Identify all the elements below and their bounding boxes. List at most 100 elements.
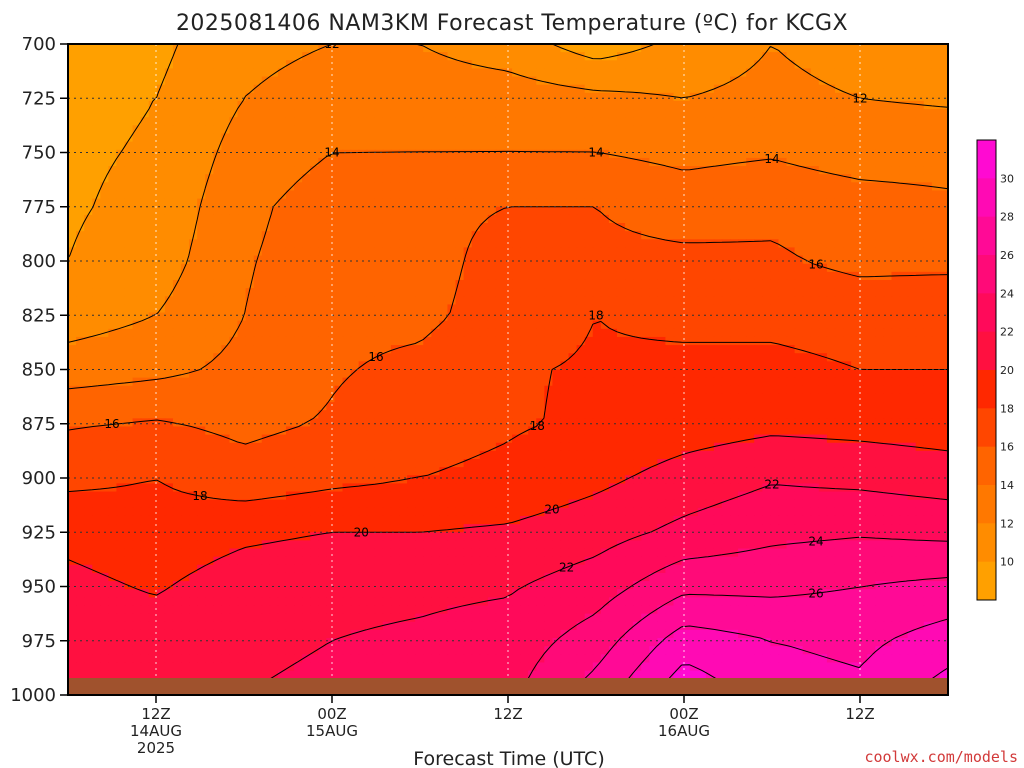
temperature-cell: [487, 377, 497, 387]
temperature-cell: [181, 263, 190, 273]
temperature-cell: [762, 271, 771, 281]
temperature-cell: [810, 60, 820, 70]
temperature-cell: [746, 279, 755, 289]
temperature-cell: [318, 68, 327, 78]
temperature-cell: [503, 402, 513, 411]
temperature-cell: [649, 288, 658, 297]
temperature-cell: [164, 100, 174, 110]
temperature-cell: [140, 271, 150, 281]
temperature-cell: [883, 312, 893, 322]
temperature-cell: [754, 117, 763, 126]
temperature-cell: [213, 84, 222, 94]
temperature-cell: [100, 84, 109, 94]
temperature-cell: [245, 312, 255, 322]
temperature-cell: [859, 84, 868, 94]
temperature-cell: [245, 190, 255, 200]
temperature-cell: [810, 320, 820, 330]
temperature-cell: [721, 402, 731, 411]
temperature-cell: [826, 336, 836, 346]
temperature-cell: [802, 279, 812, 289]
temperature-cell: [616, 100, 626, 110]
temperature-cell: [730, 312, 739, 322]
temperature-cell: [495, 263, 505, 273]
temperature-cell: [213, 393, 222, 403]
temperature-cell: [649, 182, 658, 192]
temperature-cell: [269, 44, 279, 53]
temperature-cell: [721, 410, 731, 419]
temperature-cell: [189, 223, 198, 232]
temperature-cell: [907, 304, 917, 314]
temperature-cell: [552, 353, 562, 362]
temperature-cell: [600, 247, 610, 257]
temperature-cell: [277, 393, 287, 403]
temperature-cell: [713, 320, 723, 330]
temperature-cell: [730, 304, 739, 314]
temperature-cell: [269, 279, 279, 289]
temperature-cell: [641, 402, 650, 411]
temperature-cell: [447, 393, 457, 403]
temperature-cell: [326, 166, 336, 175]
temperature-cell: [374, 44, 384, 53]
temperature-cell: [544, 271, 553, 281]
temperature-cell: [374, 304, 384, 314]
temperature-cell: [883, 125, 893, 135]
temperature-cell: [713, 369, 723, 379]
temperature-cell: [616, 304, 626, 314]
temperature-cell: [431, 133, 440, 143]
temperature-cell: [189, 336, 198, 346]
temperature-cell: [294, 393, 303, 403]
temperature-cell: [746, 84, 755, 94]
temperature-cell: [124, 312, 134, 322]
temperature-cell: [528, 109, 537, 118]
temperature-cell: [471, 312, 481, 322]
temperature-cell: [350, 52, 360, 61]
temperature-cell: [584, 100, 594, 110]
temperature-cell: [681, 312, 691, 322]
temperature-cell: [520, 92, 529, 102]
temperature-cell: [439, 296, 449, 305]
temperature-cell: [665, 100, 675, 110]
temperature-cell: [657, 166, 667, 175]
temperature-cell: [907, 182, 917, 192]
temperature-cell: [181, 157, 190, 167]
temperature-cell: [665, 133, 675, 143]
temperature-cell: [213, 125, 222, 135]
temperature-cell: [140, 304, 150, 314]
temperature-cell: [447, 149, 457, 159]
temperature-cell: [84, 393, 93, 403]
temperature-cell: [100, 410, 109, 419]
temperature-cell: [92, 255, 101, 265]
temperature-cell: [681, 377, 691, 387]
temperature-cell: [616, 198, 626, 208]
temperature-cell: [124, 328, 134, 338]
temperature-cell: [197, 76, 206, 86]
temperature-cell: [326, 247, 336, 257]
temperature-cell: [818, 263, 828, 273]
temperature-cell: [245, 109, 255, 118]
temperature-cell: [455, 100, 465, 110]
temperature-cell: [229, 377, 239, 387]
temperature-cell: [415, 182, 424, 192]
temperature-cell: [689, 109, 699, 118]
temperature-cell: [181, 141, 190, 151]
temperature-cell: [802, 336, 812, 346]
temperature-cell: [261, 312, 271, 322]
temperature-cell: [366, 304, 376, 314]
temperature-cell: [415, 312, 424, 322]
temperature-cell: [851, 214, 860, 224]
temperature-cell: [172, 345, 182, 354]
temperature-cell: [697, 206, 707, 216]
temperature-cell: [285, 133, 295, 143]
temperature-cell: [374, 190, 384, 200]
temperature-cell: [705, 84, 715, 94]
temperature-cell: [495, 198, 505, 208]
temperature-cell: [826, 304, 836, 314]
temperature-cell: [423, 320, 432, 330]
temperature-cell: [156, 182, 166, 192]
temperature-cell: [350, 174, 360, 183]
temperature-cell: [76, 239, 85, 249]
temperature-cell: [786, 296, 796, 305]
temperature-cell: [423, 214, 432, 224]
temperature-cell: [172, 206, 182, 216]
